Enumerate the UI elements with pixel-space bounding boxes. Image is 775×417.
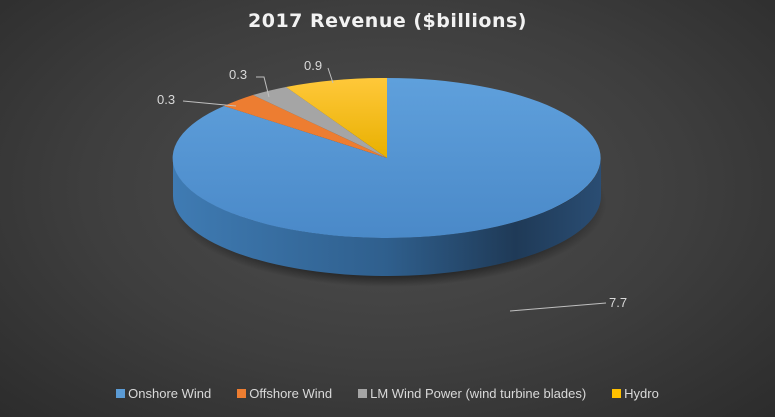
data-label-lm: 0.3: [229, 67, 247, 82]
legend-swatch-icon: [237, 389, 247, 398]
data-label-offshore: 0.3: [157, 92, 175, 107]
slice-offshore-wind[interactable]: [224, 95, 387, 158]
legend-swatch-icon: [612, 389, 622, 398]
data-label-hydro: 0.9: [304, 58, 322, 73]
legend: Onshore Wind Offshore Wind LM Wind Power…: [0, 386, 775, 401]
legend-swatch-icon: [358, 389, 368, 398]
legend-item-onshore-wind[interactable]: Onshore Wind: [116, 386, 211, 401]
leader-line-lm: [256, 76, 270, 98]
leader-line-offshore: [182, 100, 237, 107]
slice-hydro[interactable]: [286, 77, 387, 158]
slice-onshore-wind[interactable]: [172, 78, 601, 238]
leader-line-onshore: [509, 302, 607, 312]
legend-label: LM Wind Power (wind turbine blades): [370, 386, 587, 401]
data-label-onshore: 7.7: [609, 295, 627, 310]
legend-label: Offshore Wind: [249, 386, 333, 401]
legend-item-offshore-wind[interactable]: Offshore Wind: [237, 386, 332, 401]
chart-title: 2017 Revenue ($billions): [248, 10, 527, 32]
legend-label: Onshore Wind: [128, 386, 212, 401]
slice-lm-wind-power[interactable]: [253, 87, 387, 158]
legend-item-hydro[interactable]: Hydro: [612, 386, 659, 401]
leader-line-hydro: [327, 67, 334, 84]
legend-label: Hydro: [624, 386, 659, 401]
pie-side-onshore-wind: [173, 158, 601, 276]
legend-item-lm-wind-power[interactable]: LM Wind Power (wind turbine blades): [358, 386, 586, 401]
legend-swatch-icon: [116, 389, 126, 398]
